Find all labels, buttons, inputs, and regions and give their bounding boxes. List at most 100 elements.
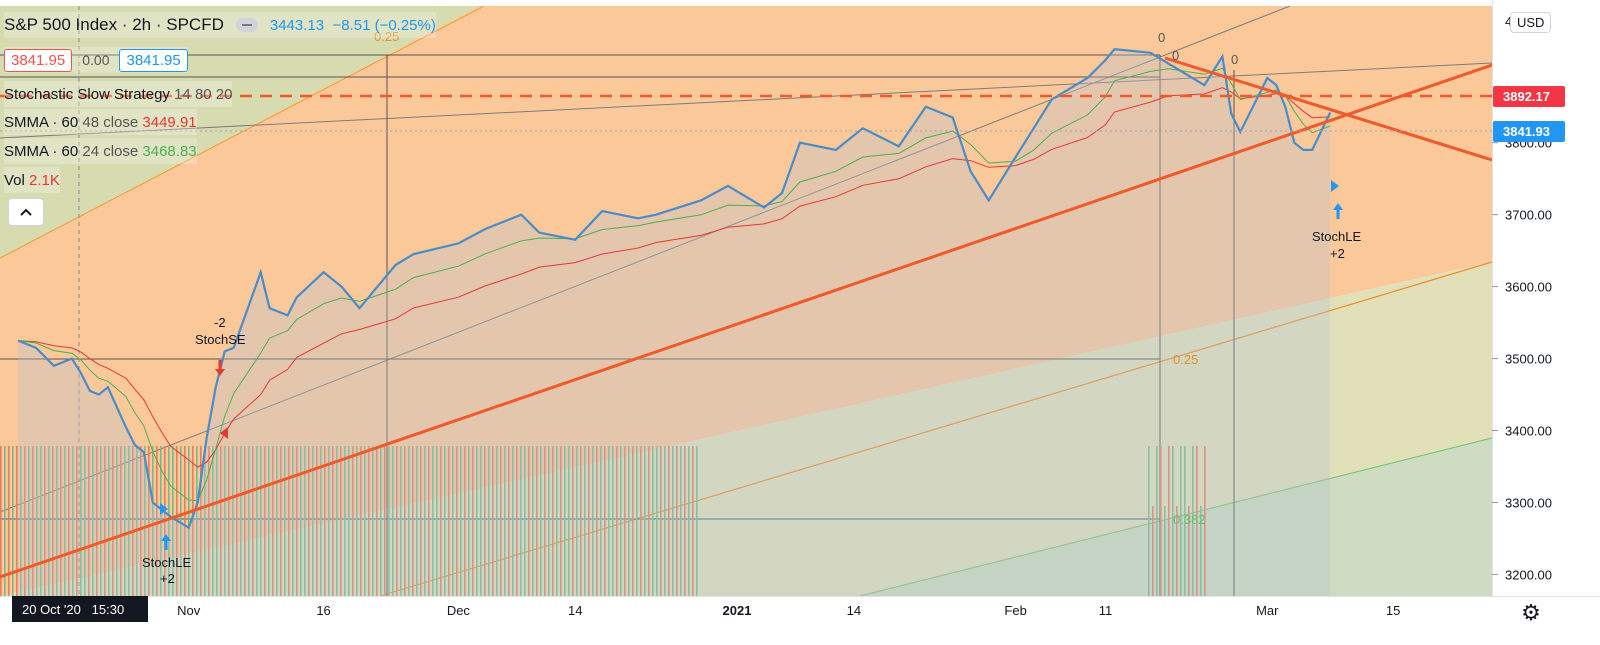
volume-bar xyxy=(540,446,542,596)
channel-line-1 xyxy=(0,6,1291,513)
fib-label: 0 xyxy=(1231,52,1238,67)
volume-bar xyxy=(144,446,146,596)
volume-bar xyxy=(468,446,470,596)
volume-bar xyxy=(56,446,58,596)
volume-bar xyxy=(92,446,94,596)
time-axis[interactable] xyxy=(0,596,1600,645)
volume-bar xyxy=(232,446,234,596)
volume-bar xyxy=(588,446,590,596)
volume-bar xyxy=(296,446,298,596)
volume-bar xyxy=(12,446,14,596)
volume-bar xyxy=(484,446,486,596)
volume-bar xyxy=(1180,446,1182,596)
signal-qty: +2 xyxy=(1330,246,1345,261)
collapse-legend-button[interactable] xyxy=(8,198,44,226)
volume-bar xyxy=(648,446,650,596)
volume-bar xyxy=(136,446,138,596)
smma2-row[interactable]: SMMA · 60 24 close 3468.83 xyxy=(4,138,197,164)
volume-bar xyxy=(228,446,230,596)
gear-icon[interactable]: ⚙ xyxy=(1521,600,1541,625)
volume-bar xyxy=(568,446,570,596)
price-change: −8.51 (−0.25%) xyxy=(332,16,436,34)
volume-bar xyxy=(688,446,690,596)
volume-bar xyxy=(284,446,286,596)
volume-bar xyxy=(556,446,558,596)
signal-stochse-1[interactable]: -2 StochSE xyxy=(195,315,246,439)
volume-bar xyxy=(616,446,618,596)
volume-bar xyxy=(244,446,246,596)
price-axis[interactable] xyxy=(1492,0,1600,596)
trendline-support[interactable] xyxy=(0,63,1492,579)
volume-bar xyxy=(460,446,462,596)
signal-stochle-1[interactable]: StochLE +2 xyxy=(142,503,191,586)
signal-label: StochLE xyxy=(1312,229,1361,244)
fib-line-upper xyxy=(0,6,485,259)
volume-bar xyxy=(464,446,466,596)
volume-bar xyxy=(420,446,422,596)
volume-bar xyxy=(292,446,294,596)
strategy-params: 14 80 20 xyxy=(174,85,233,103)
volume-bar xyxy=(660,446,662,596)
volume-bar xyxy=(128,446,130,596)
volume-bar xyxy=(84,446,86,596)
volume-bar xyxy=(32,446,34,596)
volume-bar xyxy=(236,446,238,596)
exchange: SPCFD xyxy=(166,15,224,34)
volume-bar xyxy=(488,446,490,596)
volume-bar xyxy=(476,446,478,596)
volume-bar xyxy=(336,446,338,596)
volume-bar xyxy=(644,446,646,596)
volume-bar xyxy=(140,446,142,596)
fib-label: 0.25 xyxy=(1173,352,1198,367)
volume-bar xyxy=(196,446,198,596)
signal-stochle-2[interactable]: StochLE +2 xyxy=(1312,180,1361,261)
market-status-icon[interactable] xyxy=(235,18,258,32)
vol-row[interactable]: Vol 2.1K xyxy=(4,167,60,193)
volume-bar xyxy=(184,446,186,596)
volume-bar xyxy=(104,446,106,596)
volume-bar xyxy=(508,446,510,596)
volume-bar xyxy=(332,446,334,596)
volume-bar xyxy=(440,446,442,596)
interval[interactable]: 2h xyxy=(132,15,152,34)
volume-bar xyxy=(260,446,262,596)
bid-button[interactable]: 3841.95 xyxy=(4,48,73,72)
volume-bar xyxy=(624,446,626,596)
ask-button[interactable]: 3841.95 xyxy=(119,48,188,72)
volume-bar xyxy=(172,446,174,596)
volume-bar xyxy=(512,446,514,596)
volume-bar xyxy=(224,446,226,596)
volume-bar xyxy=(168,446,170,596)
volume-bar xyxy=(684,446,686,596)
volume-bar xyxy=(44,446,46,596)
symbol-name[interactable]: S&P 500 Index xyxy=(4,15,118,34)
volume-bar xyxy=(412,446,414,596)
volume-bar xyxy=(256,446,258,596)
volume-bar xyxy=(1200,506,1202,596)
volume-bar xyxy=(596,446,598,596)
volume-bar xyxy=(100,446,102,596)
volume-bar xyxy=(1160,446,1162,596)
volume-bar xyxy=(24,446,26,596)
volume-bar xyxy=(444,446,446,596)
strategy-row[interactable]: Stochastic Slow Strategy 14 80 20 xyxy=(4,81,233,107)
volume-bar xyxy=(364,446,366,596)
volume-bar xyxy=(64,446,66,596)
volume-bar xyxy=(264,446,266,596)
volume-bar xyxy=(376,446,378,596)
trendline-resistance[interactable] xyxy=(1164,56,1492,162)
volume-bar xyxy=(88,446,90,596)
sep xyxy=(324,17,332,34)
volume-bar xyxy=(416,446,418,596)
currency-button[interactable]: USD xyxy=(1510,12,1552,33)
volume-bar xyxy=(356,446,358,596)
smma1-row[interactable]: SMMA · 60 48 close 3449.91 xyxy=(4,109,197,135)
volume-bar xyxy=(576,446,578,596)
volume-bar xyxy=(472,446,474,596)
volume-bar xyxy=(1152,506,1154,596)
signal-label: StochLE xyxy=(142,555,191,570)
volume-bar xyxy=(424,446,426,596)
volume-bar xyxy=(692,446,694,596)
volume-bar xyxy=(524,446,526,596)
